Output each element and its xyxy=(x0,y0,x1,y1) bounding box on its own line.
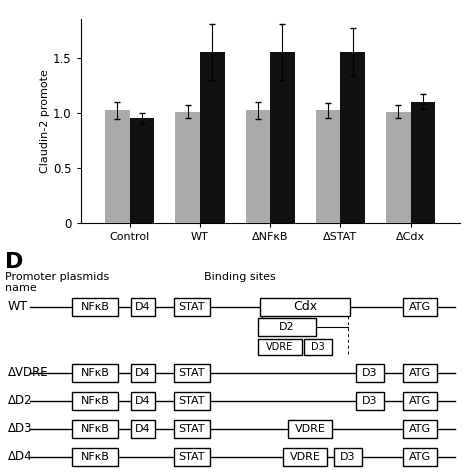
Bar xyxy=(200,52,225,223)
Text: ATG: ATG xyxy=(409,396,431,406)
Bar xyxy=(131,364,155,382)
Bar xyxy=(260,298,350,316)
Text: D2: D2 xyxy=(279,322,295,332)
Bar xyxy=(258,339,302,355)
Bar xyxy=(403,448,437,466)
Text: VDRE: VDRE xyxy=(294,424,326,434)
Text: WT: WT xyxy=(8,301,28,313)
Bar xyxy=(131,420,155,438)
Text: D3: D3 xyxy=(311,342,325,352)
Bar xyxy=(403,392,437,410)
Bar xyxy=(174,364,210,382)
Bar xyxy=(72,448,118,466)
Bar xyxy=(105,110,130,223)
Text: Promoter plasmids
name: Promoter plasmids name xyxy=(5,272,109,293)
Text: STAT: STAT xyxy=(179,302,205,312)
Bar xyxy=(72,392,118,410)
Text: D: D xyxy=(5,252,23,272)
Text: NFκB: NFκB xyxy=(81,396,109,406)
Bar xyxy=(175,111,200,223)
Text: D3: D3 xyxy=(340,452,356,462)
Text: NFκB: NFκB xyxy=(81,452,109,462)
Text: D4: D4 xyxy=(135,368,151,378)
Text: Cdx: Cdx xyxy=(293,301,317,313)
Text: ATG: ATG xyxy=(409,368,431,378)
Text: Binding sites: Binding sites xyxy=(204,272,276,282)
Bar xyxy=(403,298,437,316)
Text: VDRE: VDRE xyxy=(266,342,293,352)
Bar xyxy=(174,448,210,466)
Bar xyxy=(356,364,384,382)
Text: NFκB: NFκB xyxy=(81,368,109,378)
Bar xyxy=(403,420,437,438)
Bar xyxy=(72,364,118,382)
Bar xyxy=(72,420,118,438)
Text: D4: D4 xyxy=(135,396,151,406)
Text: D3: D3 xyxy=(362,396,378,406)
Text: ATG: ATG xyxy=(409,452,431,462)
Text: ΔD4: ΔD4 xyxy=(8,450,33,464)
Bar xyxy=(131,392,155,410)
Bar xyxy=(174,420,210,438)
Bar xyxy=(288,420,332,438)
Bar xyxy=(334,448,362,466)
Text: ΔD3: ΔD3 xyxy=(8,422,33,436)
Bar xyxy=(131,298,155,316)
Bar xyxy=(386,111,410,223)
Bar xyxy=(246,110,270,223)
Text: D3: D3 xyxy=(362,368,378,378)
Text: VDRE: VDRE xyxy=(290,452,320,462)
Text: NFκB: NFκB xyxy=(81,302,109,312)
Bar xyxy=(270,52,295,223)
Text: STAT: STAT xyxy=(179,368,205,378)
Bar xyxy=(340,52,365,223)
Bar xyxy=(283,448,327,466)
Bar xyxy=(304,339,332,355)
Bar xyxy=(130,118,155,223)
Bar xyxy=(258,318,316,336)
Text: ΔD2: ΔD2 xyxy=(8,394,33,408)
Text: STAT: STAT xyxy=(179,424,205,434)
Y-axis label: Claudin-2 promote: Claudin-2 promote xyxy=(40,69,50,173)
Text: STAT: STAT xyxy=(179,396,205,406)
Text: ΔVDRE: ΔVDRE xyxy=(8,366,49,379)
Text: NFκB: NFκB xyxy=(81,424,109,434)
Text: D4: D4 xyxy=(135,302,151,312)
Bar xyxy=(174,298,210,316)
Text: ATG: ATG xyxy=(409,302,431,312)
Text: ATG: ATG xyxy=(409,424,431,434)
Bar xyxy=(410,101,435,223)
Bar xyxy=(174,392,210,410)
Bar xyxy=(316,110,340,223)
Bar xyxy=(403,364,437,382)
Text: D4: D4 xyxy=(135,424,151,434)
Bar xyxy=(72,298,118,316)
Text: STAT: STAT xyxy=(179,452,205,462)
Bar xyxy=(356,392,384,410)
